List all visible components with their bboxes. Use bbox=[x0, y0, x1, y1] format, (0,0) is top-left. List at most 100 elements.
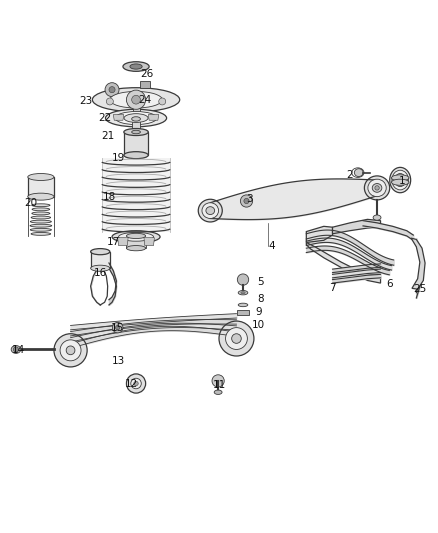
Bar bbox=[124, 132, 148, 155]
Text: 17: 17 bbox=[107, 238, 120, 247]
Ellipse shape bbox=[91, 265, 110, 271]
Circle shape bbox=[226, 328, 247, 350]
Circle shape bbox=[232, 334, 241, 343]
Ellipse shape bbox=[132, 117, 141, 121]
Bar bbox=[237, 310, 249, 316]
Ellipse shape bbox=[392, 179, 409, 185]
Polygon shape bbox=[118, 238, 128, 246]
Circle shape bbox=[54, 334, 87, 367]
Polygon shape bbox=[144, 238, 155, 246]
Text: 23: 23 bbox=[79, 96, 92, 107]
Polygon shape bbox=[332, 220, 381, 234]
Ellipse shape bbox=[124, 128, 148, 135]
Text: 25: 25 bbox=[413, 284, 427, 294]
Ellipse shape bbox=[127, 246, 146, 251]
Circle shape bbox=[105, 83, 119, 96]
Text: 6: 6 bbox=[386, 279, 392, 289]
Circle shape bbox=[116, 326, 120, 330]
Text: 24: 24 bbox=[138, 95, 152, 104]
Ellipse shape bbox=[119, 232, 153, 241]
Text: 1: 1 bbox=[399, 176, 406, 187]
Ellipse shape bbox=[106, 109, 166, 127]
Ellipse shape bbox=[372, 183, 382, 192]
Bar bbox=[102, 158, 170, 232]
Ellipse shape bbox=[368, 179, 386, 197]
Bar bbox=[91, 252, 110, 268]
Polygon shape bbox=[113, 115, 124, 120]
Ellipse shape bbox=[30, 224, 52, 227]
Ellipse shape bbox=[206, 207, 215, 215]
Text: 8: 8 bbox=[257, 294, 264, 304]
Text: 13: 13 bbox=[112, 356, 125, 366]
Ellipse shape bbox=[364, 176, 390, 200]
Ellipse shape bbox=[214, 390, 222, 394]
Circle shape bbox=[60, 340, 81, 361]
Text: 12: 12 bbox=[125, 379, 138, 390]
Ellipse shape bbox=[28, 174, 54, 181]
Ellipse shape bbox=[32, 204, 50, 207]
Ellipse shape bbox=[124, 152, 148, 159]
Bar bbox=[28, 177, 54, 197]
Circle shape bbox=[212, 375, 224, 387]
Text: 21: 21 bbox=[101, 131, 114, 141]
Text: 10: 10 bbox=[252, 320, 265, 329]
Ellipse shape bbox=[30, 228, 51, 231]
Circle shape bbox=[13, 347, 18, 352]
Circle shape bbox=[109, 87, 115, 93]
Ellipse shape bbox=[124, 114, 148, 123]
Circle shape bbox=[134, 381, 138, 386]
Ellipse shape bbox=[130, 64, 142, 69]
Text: 4: 4 bbox=[268, 240, 275, 251]
Polygon shape bbox=[306, 227, 332, 243]
Ellipse shape bbox=[127, 233, 146, 239]
Text: 20: 20 bbox=[24, 198, 37, 208]
Ellipse shape bbox=[30, 220, 51, 223]
Circle shape bbox=[219, 321, 254, 356]
Text: 2: 2 bbox=[346, 170, 353, 180]
Ellipse shape bbox=[392, 175, 409, 181]
Ellipse shape bbox=[110, 92, 162, 108]
Ellipse shape bbox=[354, 169, 363, 176]
Ellipse shape bbox=[373, 215, 381, 220]
Polygon shape bbox=[306, 243, 381, 283]
Circle shape bbox=[113, 322, 123, 333]
Circle shape bbox=[66, 346, 75, 354]
Text: 9: 9 bbox=[255, 308, 261, 317]
Text: 3: 3 bbox=[246, 194, 253, 204]
Ellipse shape bbox=[92, 88, 180, 112]
Ellipse shape bbox=[32, 212, 50, 215]
Ellipse shape bbox=[390, 167, 411, 193]
Polygon shape bbox=[411, 238, 425, 289]
Ellipse shape bbox=[31, 232, 51, 236]
Bar bbox=[141, 80, 150, 88]
Bar bbox=[132, 119, 141, 132]
Ellipse shape bbox=[395, 174, 406, 187]
Bar bbox=[133, 99, 140, 111]
Ellipse shape bbox=[11, 345, 21, 353]
Ellipse shape bbox=[91, 248, 110, 255]
Circle shape bbox=[132, 95, 141, 104]
Circle shape bbox=[240, 195, 253, 207]
Text: 19: 19 bbox=[112, 153, 125, 163]
Bar bbox=[127, 236, 146, 248]
Circle shape bbox=[159, 98, 166, 105]
Ellipse shape bbox=[238, 303, 248, 306]
Circle shape bbox=[244, 198, 249, 204]
Ellipse shape bbox=[31, 216, 51, 219]
Circle shape bbox=[131, 378, 141, 389]
Circle shape bbox=[127, 90, 146, 109]
Text: 11: 11 bbox=[212, 380, 226, 390]
Ellipse shape bbox=[28, 193, 54, 200]
Polygon shape bbox=[148, 115, 159, 120]
Ellipse shape bbox=[112, 231, 160, 243]
Circle shape bbox=[237, 274, 249, 285]
Text: 15: 15 bbox=[111, 324, 124, 334]
Ellipse shape bbox=[375, 185, 379, 190]
Text: 14: 14 bbox=[11, 345, 25, 356]
Ellipse shape bbox=[238, 290, 248, 295]
Text: 26: 26 bbox=[140, 69, 154, 79]
Ellipse shape bbox=[132, 130, 141, 134]
Ellipse shape bbox=[392, 170, 409, 190]
Ellipse shape bbox=[32, 208, 49, 211]
Text: 22: 22 bbox=[98, 113, 111, 123]
